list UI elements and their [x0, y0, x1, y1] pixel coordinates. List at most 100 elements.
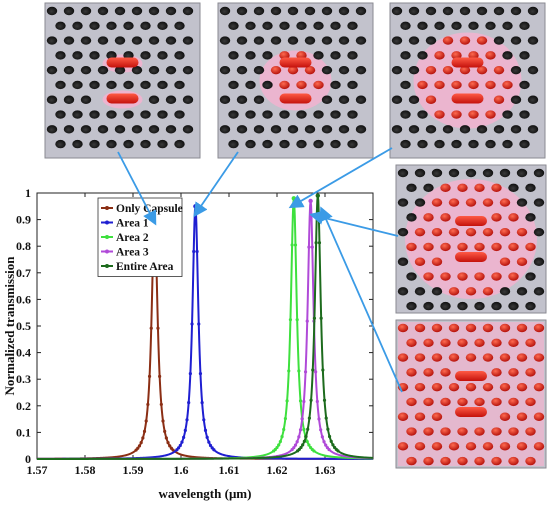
air-hole — [228, 51, 239, 60]
filled-hole — [474, 338, 485, 347]
series-point — [202, 418, 206, 422]
air-hole — [89, 80, 100, 90]
air-hole — [174, 139, 185, 149]
filled-hole — [414, 412, 426, 421]
air-hole — [72, 110, 83, 119]
series-point — [319, 428, 323, 432]
series-point — [139, 441, 143, 445]
legend-marker-area-3 — [105, 249, 109, 254]
air-hole — [131, 125, 143, 134]
air-hole — [89, 139, 100, 149]
air-hole — [493, 36, 505, 45]
air-hole — [347, 21, 358, 30]
air-hole — [72, 51, 83, 60]
air-hole — [106, 80, 117, 90]
filled-hole — [440, 397, 451, 407]
filled-hole — [457, 397, 468, 407]
filled-hole — [442, 65, 454, 75]
filled-hole — [508, 427, 519, 436]
inset-glow — [398, 322, 544, 466]
series-point — [187, 401, 191, 405]
air-hole — [89, 110, 100, 119]
air-hole — [502, 21, 513, 30]
series-point — [203, 428, 208, 433]
air-hole — [253, 125, 265, 134]
filled-hole — [442, 36, 454, 45]
inset-only-capsule — [44, 2, 201, 159]
air-hole — [355, 6, 367, 16]
air-hole — [174, 80, 185, 90]
air-hole — [97, 36, 109, 45]
peak-point-area-2 — [291, 196, 296, 201]
filled-hole — [440, 183, 451, 192]
air-hole — [408, 125, 420, 134]
capsule — [455, 252, 487, 262]
air-hole — [448, 168, 460, 178]
filled-hole — [431, 227, 443, 237]
series-point — [158, 374, 162, 378]
air-hole — [72, 80, 83, 90]
air-hole — [442, 6, 454, 16]
capsule — [106, 93, 139, 104]
series-point — [327, 434, 332, 439]
air-hole — [485, 139, 496, 149]
inset-area-3 — [395, 164, 547, 314]
air-hole — [228, 80, 239, 90]
filled-hole — [516, 353, 528, 362]
air-hole — [519, 110, 530, 119]
capsule — [451, 93, 484, 104]
air-hole — [414, 287, 426, 296]
air-hole — [279, 139, 290, 149]
air-hole — [519, 139, 530, 149]
filled-hole — [491, 427, 502, 436]
air-hole — [55, 110, 66, 119]
filled-hole — [423, 338, 434, 347]
air-hole — [63, 36, 75, 45]
series-point — [315, 399, 319, 404]
air-hole — [123, 21, 134, 30]
air-hole — [408, 95, 420, 104]
air-hole — [519, 21, 530, 30]
series-point — [280, 435, 284, 439]
air-hole — [253, 6, 265, 16]
air-hole — [148, 95, 160, 104]
air-hole — [63, 95, 75, 104]
filled-hole — [457, 456, 468, 466]
air-hole — [321, 125, 333, 134]
filled-hole — [431, 442, 443, 451]
filled-hole — [448, 198, 460, 207]
filled-hole — [525, 338, 536, 347]
air-hole — [236, 36, 248, 45]
air-hole — [459, 125, 471, 134]
filled-hole — [474, 427, 485, 436]
filled-hole — [431, 382, 443, 392]
filled-hole — [434, 80, 445, 90]
filled-hole — [525, 456, 536, 466]
air-hole — [157, 139, 168, 149]
air-hole — [508, 183, 519, 192]
filled-hole — [431, 412, 443, 421]
x-tick-labels: 1.57 1.58 1.59 1.6 1.61 1.62 1.63 — [27, 463, 336, 477]
filled-hole — [448, 353, 460, 362]
series-point — [166, 441, 170, 445]
air-hole — [408, 65, 420, 75]
series-point — [303, 370, 308, 374]
series-point — [297, 369, 301, 373]
filled-hole — [465, 323, 477, 333]
filled-hole — [425, 65, 437, 75]
air-hole — [236, 65, 248, 75]
air-hole — [219, 125, 231, 134]
air-hole — [63, 6, 75, 16]
y-tick-label: 0.5 — [16, 319, 31, 333]
filled-hole — [406, 456, 417, 466]
air-hole — [338, 95, 350, 104]
filled-hole — [493, 95, 505, 104]
series-point — [163, 429, 167, 433]
filled-hole — [440, 242, 451, 252]
air-hole — [417, 51, 428, 60]
filled-hole — [397, 353, 409, 362]
series-point — [295, 318, 299, 322]
filled-hole — [468, 51, 479, 60]
air-hole — [287, 125, 299, 134]
air-hole — [114, 125, 126, 134]
